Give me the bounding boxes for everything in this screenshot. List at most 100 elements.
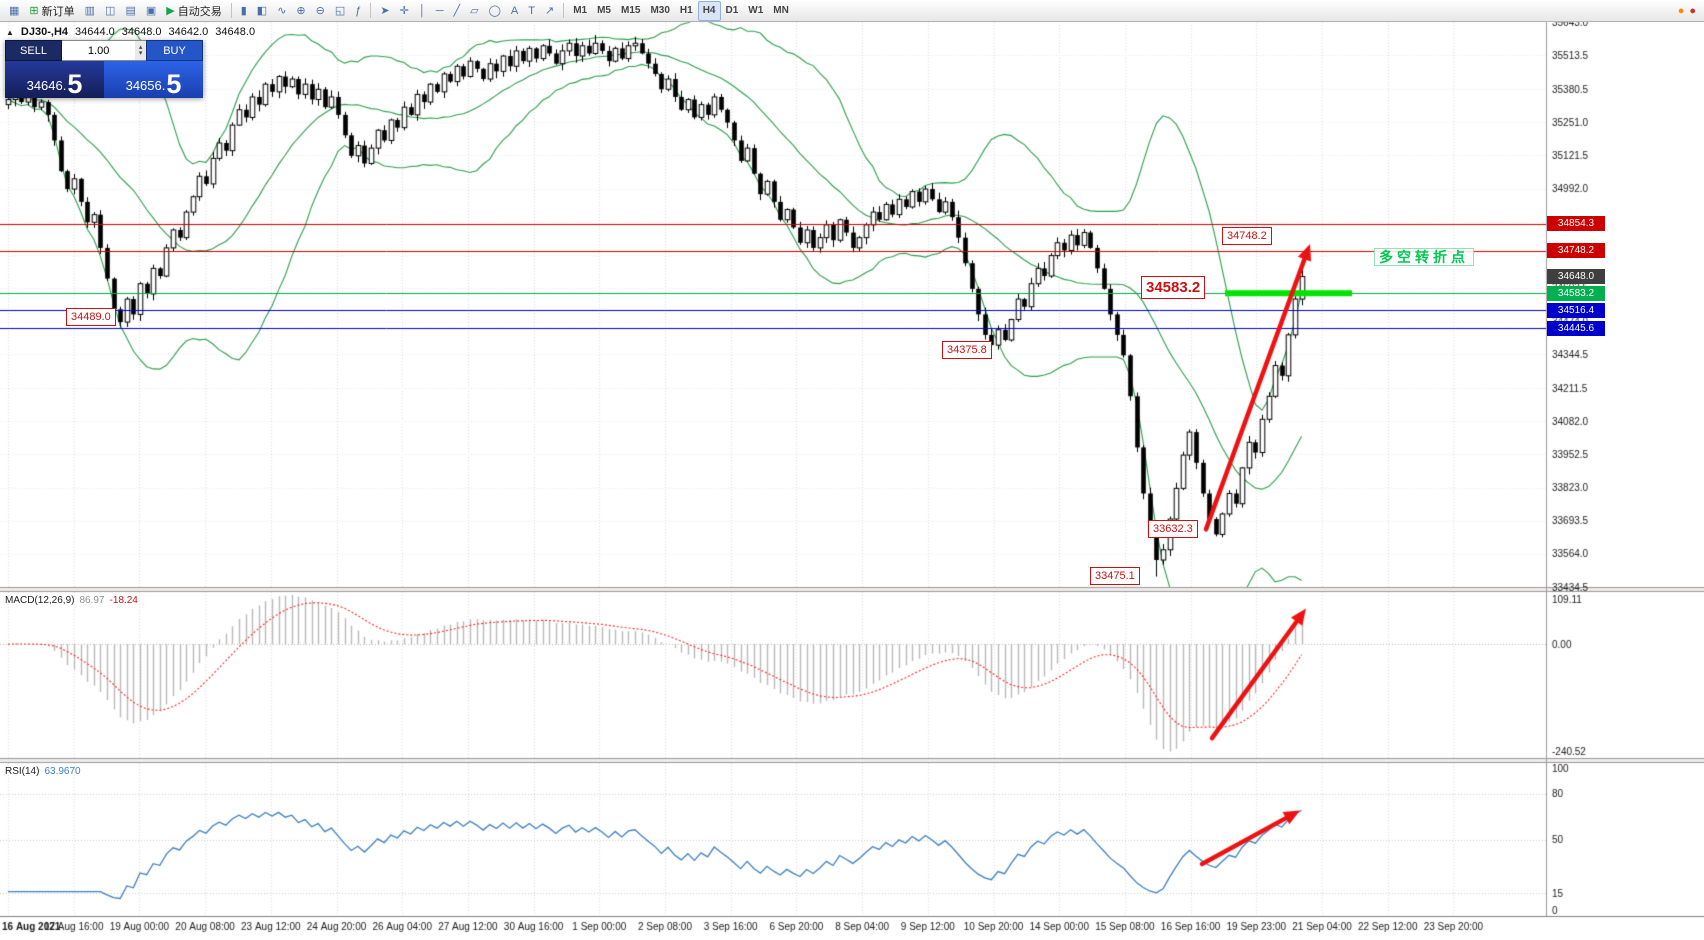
- price-tag-34583.2: 34583.2: [1547, 286, 1605, 301]
- ellipse-button[interactable]: ◯: [484, 1, 506, 21]
- text-label-button[interactable]: T: [523, 1, 540, 21]
- notification-icon[interactable]: ●: [1689, 4, 1696, 17]
- timeframe-m30-button[interactable]: M30: [645, 1, 674, 21]
- volume-up-button[interactable]: ▴: [138, 43, 143, 51]
- navigator-button[interactable]: ▤: [120, 1, 140, 21]
- channel-icon: ▱: [470, 4, 479, 17]
- price-level-annotation[interactable]: 34748.2: [1222, 227, 1272, 245]
- market-watch-icon: ▥: [84, 4, 96, 17]
- line-chart-button[interactable]: ∿: [272, 1, 291, 21]
- vertical-line-icon: │: [418, 4, 426, 17]
- volume-spinner[interactable]: ▴ ▾: [135, 41, 146, 60]
- trade-panel-prices-row: 34646. 5 34656. 5: [5, 61, 203, 98]
- macd-title-text: MACD(12,26,9): [5, 595, 75, 606]
- timeframe-m30-button-label: M30: [650, 5, 670, 16]
- cursor-button[interactable]: ➤: [375, 1, 394, 21]
- volume-down-button[interactable]: ▾: [138, 49, 143, 57]
- tile-windows-button[interactable]: ◱: [330, 1, 350, 21]
- terminal-button[interactable]: ▣: [141, 1, 161, 21]
- timeframe-h4-button-label: H4: [702, 5, 716, 16]
- timeframe-m1-button-label: M1: [573, 5, 588, 16]
- price-tag-34445.6: 34445.6: [1547, 321, 1605, 336]
- ellipse-icon: ◯: [488, 4, 501, 17]
- tile-windows-icon: ◱: [334, 4, 346, 17]
- price-level-annotation[interactable]: 33475.1: [1090, 567, 1140, 585]
- volume-field[interactable]: ▴ ▾: [62, 40, 146, 61]
- data-window-icon: ◫: [105, 4, 116, 17]
- text-label-icon: T: [528, 4, 535, 17]
- indicators-button[interactable]: ƒ: [350, 1, 366, 21]
- timeframe-mn-button[interactable]: MN: [768, 1, 794, 21]
- new-order-icon: ⊞: [29, 4, 39, 17]
- turning-point-note[interactable]: 多空转折点: [1374, 248, 1474, 266]
- buy-button[interactable]: BUY: [146, 40, 203, 61]
- cursor-icon: ➤: [380, 4, 390, 17]
- line-chart-icon: ∿: [277, 4, 287, 17]
- price-tag-34516.4: 34516.4: [1547, 303, 1605, 318]
- text-button[interactable]: A: [506, 1, 523, 21]
- timeframe-m5-button-label: M5: [597, 5, 611, 16]
- timeframe-w1-button[interactable]: W1: [743, 1, 768, 21]
- timeframe-d1-button[interactable]: D1: [721, 1, 744, 21]
- timeframe-h1-button[interactable]: H1: [675, 1, 698, 21]
- macd-signal-value: -18.24: [109, 595, 138, 606]
- price-level-annotation[interactable]: 34583.2: [1141, 276, 1206, 299]
- timeframe-m5-button[interactable]: M5: [592, 1, 616, 21]
- timeframe-m15-button[interactable]: M15: [616, 1, 645, 21]
- timeframe-h4-button[interactable]: H4: [697, 0, 721, 21]
- zoom-in-button[interactable]: ⊕: [291, 1, 310, 21]
- vertical-line-button[interactable]: │: [414, 1, 431, 21]
- arrows-button[interactable]: ↗: [540, 1, 559, 21]
- zoom-out-button[interactable]: ⊖: [311, 1, 330, 21]
- timeframe-d1-button-label: D1: [725, 5, 739, 16]
- price-level-annotation[interactable]: 34489.0: [66, 308, 116, 326]
- candlestick-chart-button[interactable]: ◧: [252, 1, 272, 21]
- zoom-in-icon: ⊕: [296, 4, 306, 17]
- sell-button[interactable]: SELL: [5, 40, 62, 61]
- horizontal-line-button[interactable]: ─: [431, 1, 449, 21]
- channel-button[interactable]: ▱: [465, 1, 483, 21]
- auto-trading-button[interactable]: ▶ 自动交易: [161, 1, 226, 21]
- new-chart-button[interactable]: ▦: [4, 1, 24, 21]
- timeframe-m15-button-label: M15: [621, 5, 641, 16]
- buy-price[interactable]: 34656. 5: [104, 61, 203, 98]
- price-level-annotation[interactable]: 34375.8: [942, 341, 992, 359]
- trendline-icon: ╱: [453, 4, 461, 17]
- volume-input[interactable]: [62, 41, 136, 60]
- sell-price-pip: 5: [67, 69, 83, 99]
- chart-symbol-label: DJ30-,H4: [20, 26, 68, 38]
- bar-chart-icon: ▮: [240, 4, 247, 17]
- bar-chart-button[interactable]: ▮: [236, 1, 252, 21]
- macd-indicator-label: MACD(12,26,9) 86.97 -18.24: [5, 595, 138, 606]
- buy-price-pip: 5: [166, 69, 182, 99]
- chart-ohlc-header: ▲ DJ30-,H4 34644.0 34648.0 34642.0 34648…: [6, 26, 255, 38]
- market-watch-button[interactable]: ▥: [80, 1, 100, 21]
- alert-icon[interactable]: ●: [1677, 4, 1685, 17]
- main-toolbar: ▦ ⊞ 新订单 ▥ ◫ ▤ ▣ ▶ 自动交易 ▮ ◧ ∿ ⊕ ⊖ ◱ ƒ ➤ ✛ │ ─ ╱ ▱ ◯ A T ↗ M1 M5 M15 M3…: [0, 0, 1704, 22]
- symbol-triangle-icon: ▲: [6, 27, 14, 37]
- price-tag-34648.0: 34648.0: [1547, 269, 1605, 284]
- crosshair-button[interactable]: ✛: [395, 1, 414, 21]
- timeframe-m1-button[interactable]: M1: [568, 1, 592, 21]
- horizontal-line-icon: ─: [435, 4, 444, 17]
- trade-panel-buttons-row: SELL ▴ ▾ BUY: [5, 40, 203, 61]
- indicators-icon: ƒ: [355, 4, 362, 17]
- crosshair-icon: ✛: [399, 4, 409, 17]
- new-order-button-label: 新订单: [41, 5, 75, 18]
- timeframe-h1-button-label: H1: [679, 5, 693, 16]
- price-tag-34854.3: 34854.3: [1547, 216, 1605, 231]
- toolbar-right-icons: ● ●: [1678, 2, 1700, 20]
- auto-trading-button-label: 自动交易: [177, 5, 222, 18]
- sell-price[interactable]: 34646. 5: [5, 61, 104, 98]
- rsi-indicator-label: RSI(14) 63.9670: [5, 766, 81, 777]
- data-window-button[interactable]: ◫: [100, 1, 120, 21]
- trendline-button[interactable]: ╱: [448, 1, 465, 21]
- chart-high-value: 34648.0: [121, 26, 162, 38]
- price-level-annotation[interactable]: 33632.3: [1148, 520, 1198, 538]
- buy-price-main: 34656.: [125, 78, 166, 93]
- text-icon: A: [510, 4, 519, 17]
- candlestick-chart-icon: ◧: [256, 4, 268, 17]
- new-order-button[interactable]: ⊞ 新订单: [24, 1, 79, 21]
